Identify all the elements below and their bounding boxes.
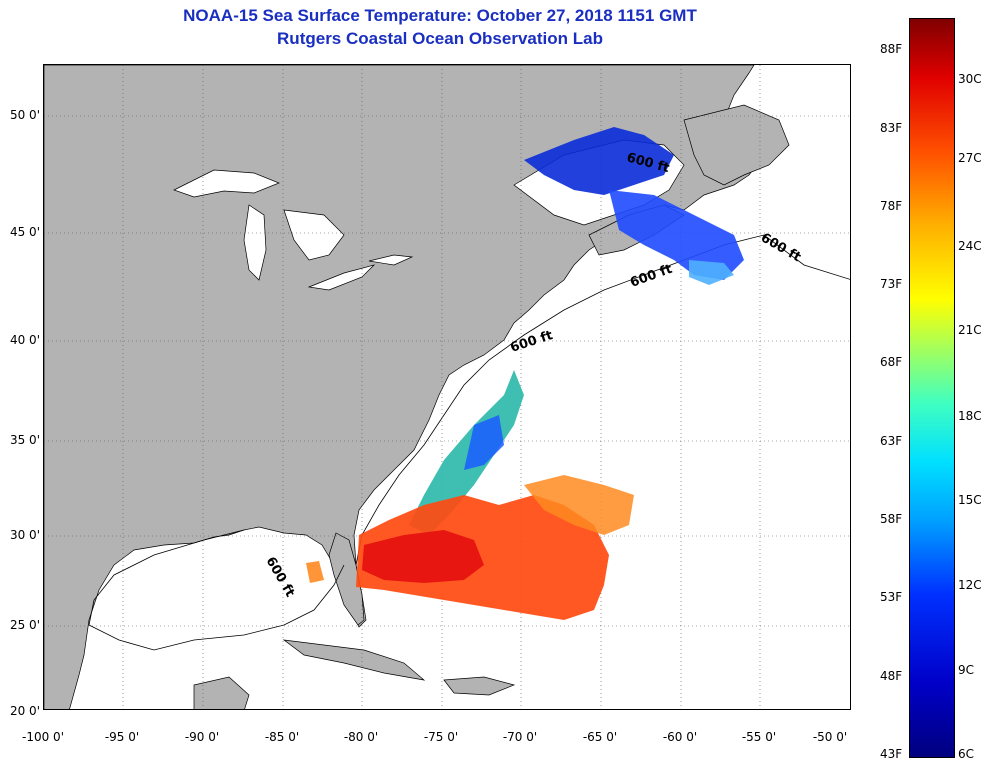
sst-cool-shelf-patch	[689, 260, 734, 285]
colorbar-c-30: 30C	[958, 72, 982, 86]
map-frame[interactable]: 600 ft 600 ft 600 ft 600 ft 600 ft	[43, 64, 851, 710]
temperature-colorbar	[909, 18, 955, 758]
lon-label-50: -50 0'	[812, 730, 848, 744]
colorbar-c-24: 24C	[958, 239, 982, 253]
lat-label-50: 50 0'	[9, 108, 40, 122]
colorbar-f-53: 53F	[880, 590, 903, 604]
contour-600ft-gulf	[88, 529, 345, 651]
cuba-land	[282, 639, 426, 681]
colorbar-f-68: 68F	[880, 355, 903, 369]
contour-label-4: 600 ft	[509, 328, 555, 356]
florida-land	[328, 532, 365, 626]
lon-label-90: -90 0'	[184, 730, 220, 744]
lon-label-80: -80 0'	[343, 730, 379, 744]
lake-huron	[283, 209, 345, 261]
lon-label-65: -65 0'	[582, 730, 618, 744]
lat-label-40: 40 0'	[9, 333, 40, 347]
lon-label-70: -70 0'	[502, 730, 538, 744]
lat-label-35: 35 0'	[9, 433, 40, 447]
lat-label-20: 20 0'	[9, 704, 40, 718]
lon-label-95: -95 0'	[104, 730, 140, 744]
colorbar-f-43: 43F	[880, 747, 903, 761]
sst-orange-offshore	[524, 475, 634, 535]
lon-label-75: -75 0'	[423, 730, 459, 744]
sst-blue-patches	[464, 415, 504, 470]
contour-600ft-atlantic	[355, 234, 850, 566]
colorbar-f-73: 73F	[880, 277, 903, 291]
colorbar-c-21: 21C	[958, 323, 982, 337]
colorbar-c-27: 27C	[958, 151, 982, 165]
colorbar-f-48: 48F	[880, 669, 903, 683]
lat-label-25: 25 0'	[9, 618, 40, 632]
lake-ontario	[368, 254, 414, 266]
lon-label-85: -85 0'	[264, 730, 300, 744]
lon-label-100: -100 0'	[22, 730, 64, 744]
colorbar-f-88: 88F	[880, 42, 903, 56]
lake-superior	[173, 169, 280, 198]
hispaniola-land	[443, 676, 516, 696]
yucatan-land	[193, 676, 250, 709]
colorbar-f-58: 58F	[880, 512, 903, 526]
contour-label-3: 600 ft	[628, 262, 674, 291]
colorbar-c-12: 12C	[958, 578, 982, 592]
colorbar-c-15: 15C	[958, 493, 982, 507]
sst-hot-core	[362, 530, 484, 583]
lat-label-30: 30 0'	[9, 528, 40, 542]
lon-label-60: -60 0'	[662, 730, 698, 744]
colorbar-f-83: 83F	[880, 121, 903, 135]
lon-label-55: -55 0'	[741, 730, 777, 744]
lat-label-45: 45 0'	[9, 225, 40, 239]
sst-gulf-patch	[306, 561, 324, 583]
colorbar-c-9: 9C	[958, 663, 975, 677]
map-subtitle: Rutgers Coastal Ocean Observation Lab	[277, 29, 603, 48]
sst-cold-scotian-shelf	[609, 190, 744, 280]
contour-label-5: 600 ft	[263, 555, 298, 600]
colorbar-c-6: 6C	[958, 747, 975, 761]
colorbar-f-63: 63F	[880, 434, 903, 448]
sst-warm-gulf-stream	[356, 495, 609, 620]
lake-erie	[307, 264, 376, 291]
sst-cold-gulf-st-lawrence	[524, 127, 674, 195]
sst-map: 600 ft 600 ft 600 ft 600 ft 600 ft	[44, 65, 850, 709]
lake-michigan	[243, 204, 267, 281]
colorbar-c-18: 18C	[958, 409, 982, 423]
colorbar-f-78: 78F	[880, 199, 903, 213]
map-title: NOAA-15 Sea Surface Temperature: October…	[183, 6, 697, 25]
sst-mid-atlantic	[409, 370, 524, 535]
newfoundland-land	[683, 104, 790, 186]
contour-label-2: 600 ft	[758, 230, 803, 265]
north-america-land	[44, 65, 765, 709]
